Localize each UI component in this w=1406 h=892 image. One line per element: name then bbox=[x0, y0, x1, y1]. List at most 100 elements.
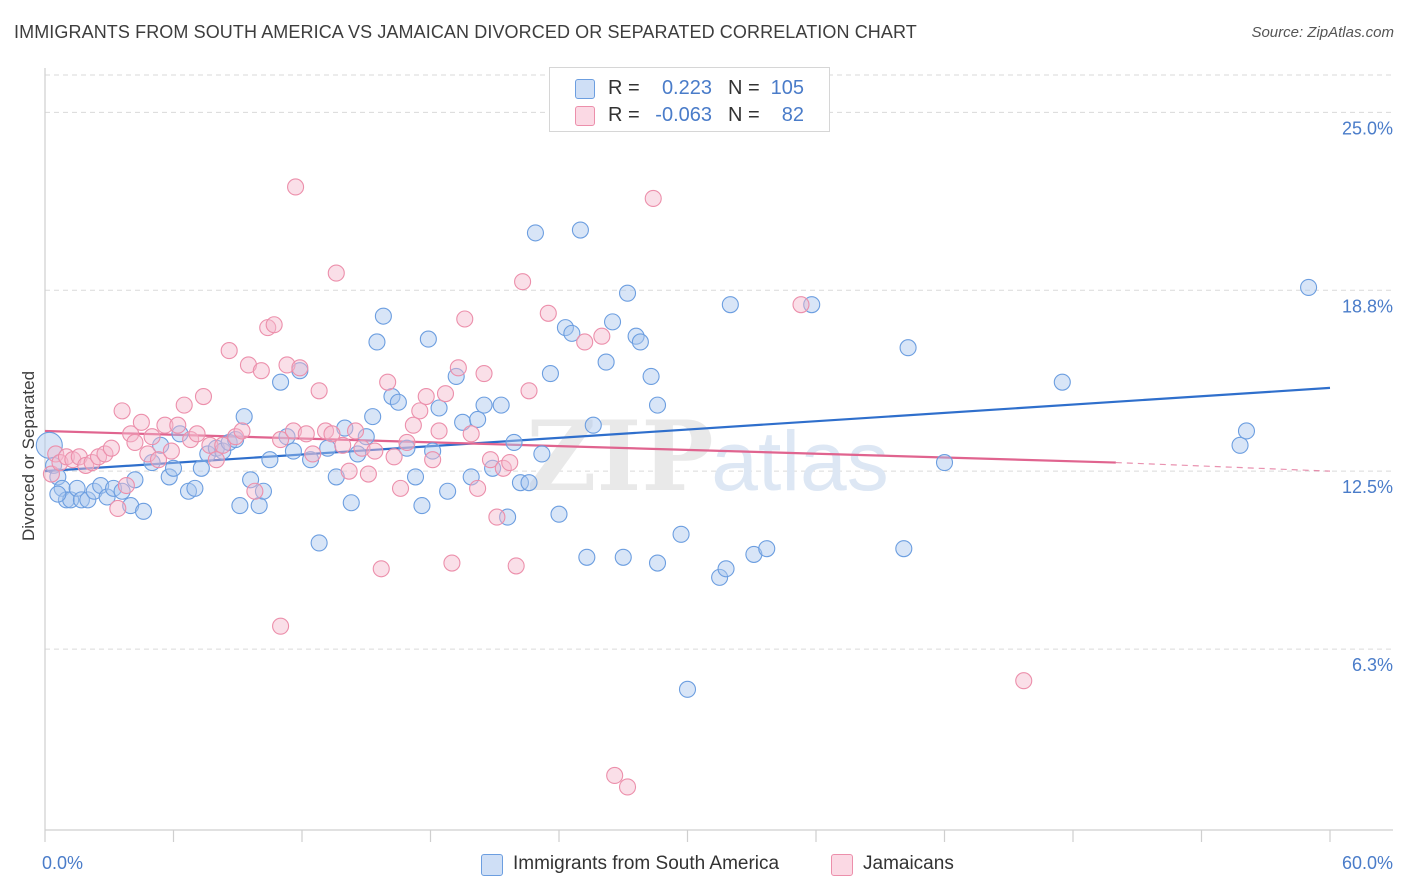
data-point bbox=[186, 479, 204, 497]
data-point bbox=[319, 439, 337, 457]
data-point bbox=[606, 766, 624, 785]
data-point bbox=[449, 359, 467, 377]
data-point bbox=[439, 482, 457, 500]
data-point bbox=[42, 465, 60, 483]
data-point bbox=[1053, 373, 1071, 391]
data-point bbox=[192, 459, 210, 477]
series-south-america bbox=[35, 221, 1318, 698]
swatch-jamaicans bbox=[575, 106, 595, 126]
data-point bbox=[364, 408, 382, 426]
data-point bbox=[614, 548, 632, 566]
series-jamaicans bbox=[42, 178, 1033, 796]
data-point bbox=[287, 178, 305, 196]
data-point bbox=[207, 451, 225, 469]
n-value: 82 bbox=[781, 104, 804, 126]
data-point bbox=[469, 410, 487, 429]
data-point bbox=[323, 425, 341, 443]
data-point bbox=[563, 324, 581, 342]
data-point bbox=[550, 505, 568, 523]
axes bbox=[44, 68, 1393, 842]
data-point bbox=[284, 422, 302, 440]
data-point bbox=[678, 680, 697, 698]
data-point bbox=[175, 396, 193, 414]
data-point bbox=[227, 428, 245, 446]
data-point bbox=[235, 408, 253, 426]
data-point bbox=[342, 494, 360, 512]
data-point bbox=[79, 491, 97, 509]
data-point bbox=[398, 439, 416, 457]
series-legend: Immigrants from South America Jamaicans bbox=[0, 852, 1406, 878]
data-point bbox=[406, 468, 425, 486]
legend-label-south-america: Immigrants from South America bbox=[513, 853, 780, 874]
data-point bbox=[327, 264, 345, 282]
data-point bbox=[511, 474, 530, 492]
data-point bbox=[475, 365, 493, 383]
data-point bbox=[379, 373, 397, 391]
data-point bbox=[501, 453, 519, 472]
data-point bbox=[149, 451, 168, 469]
data-point bbox=[571, 221, 589, 239]
data-point bbox=[233, 422, 251, 440]
watermark-zip: ZIP bbox=[526, 400, 713, 513]
r-value: 0.223 bbox=[661, 77, 712, 99]
y-tick-label: 18.8% bbox=[1342, 296, 1393, 316]
data-point bbox=[514, 273, 532, 291]
data-point bbox=[310, 382, 328, 400]
data-point bbox=[139, 445, 157, 463]
data-point bbox=[201, 436, 219, 454]
data-point bbox=[188, 425, 206, 443]
data-point bbox=[391, 479, 410, 497]
data-point bbox=[526, 224, 544, 242]
data-point bbox=[899, 339, 917, 357]
data-point bbox=[578, 548, 596, 566]
data-point bbox=[310, 534, 328, 552]
data-point bbox=[98, 488, 116, 506]
data-point bbox=[672, 525, 690, 543]
data-point bbox=[404, 416, 422, 434]
data-point bbox=[398, 433, 416, 452]
r-label: R = bbox=[608, 104, 640, 126]
data-point bbox=[156, 416, 174, 434]
data-point bbox=[359, 465, 377, 483]
data-point bbox=[152, 436, 170, 454]
data-point bbox=[456, 310, 474, 328]
data-point bbox=[488, 508, 506, 526]
data-point bbox=[368, 333, 386, 351]
n-label: N = bbox=[728, 77, 760, 99]
data-point bbox=[644, 189, 662, 207]
watermark-atlas: atlas bbox=[711, 414, 888, 508]
data-point bbox=[134, 502, 153, 520]
data-point bbox=[49, 485, 67, 503]
data-point bbox=[231, 497, 249, 515]
stats-legend: R = 0.223 N = 105 R = -0.063 N = 82 bbox=[549, 67, 830, 132]
data-point bbox=[642, 367, 660, 385]
data-points bbox=[35, 178, 1318, 796]
data-point bbox=[126, 471, 144, 489]
data-point bbox=[164, 459, 183, 477]
tick-labels: 6.3% 12.5% 18.8% 25.0% 0.0% 60.0% bbox=[42, 118, 1393, 873]
data-point bbox=[935, 453, 954, 472]
data-point bbox=[618, 284, 637, 302]
data-point bbox=[122, 425, 140, 443]
x-tick-label: 0.0% bbox=[42, 853, 83, 873]
data-point bbox=[494, 459, 512, 477]
data-point bbox=[424, 451, 442, 469]
data-point bbox=[143, 428, 161, 446]
data-point bbox=[430, 422, 448, 440]
data-point bbox=[411, 402, 429, 420]
data-point bbox=[539, 304, 557, 322]
data-point bbox=[246, 482, 264, 500]
data-point bbox=[374, 307, 392, 325]
data-point bbox=[492, 396, 510, 414]
data-point bbox=[109, 499, 127, 518]
data-point bbox=[160, 468, 178, 486]
data-point bbox=[272, 617, 290, 635]
legend-swatch-jamaicans bbox=[831, 854, 853, 876]
data-point bbox=[1300, 278, 1318, 296]
data-point bbox=[250, 497, 268, 515]
source-label: Source: ZipAtlas.com bbox=[1251, 24, 1394, 41]
watermark: ZIP atlas bbox=[526, 400, 888, 513]
data-point bbox=[717, 560, 735, 578]
data-point bbox=[102, 439, 120, 457]
data-point bbox=[214, 436, 232, 454]
